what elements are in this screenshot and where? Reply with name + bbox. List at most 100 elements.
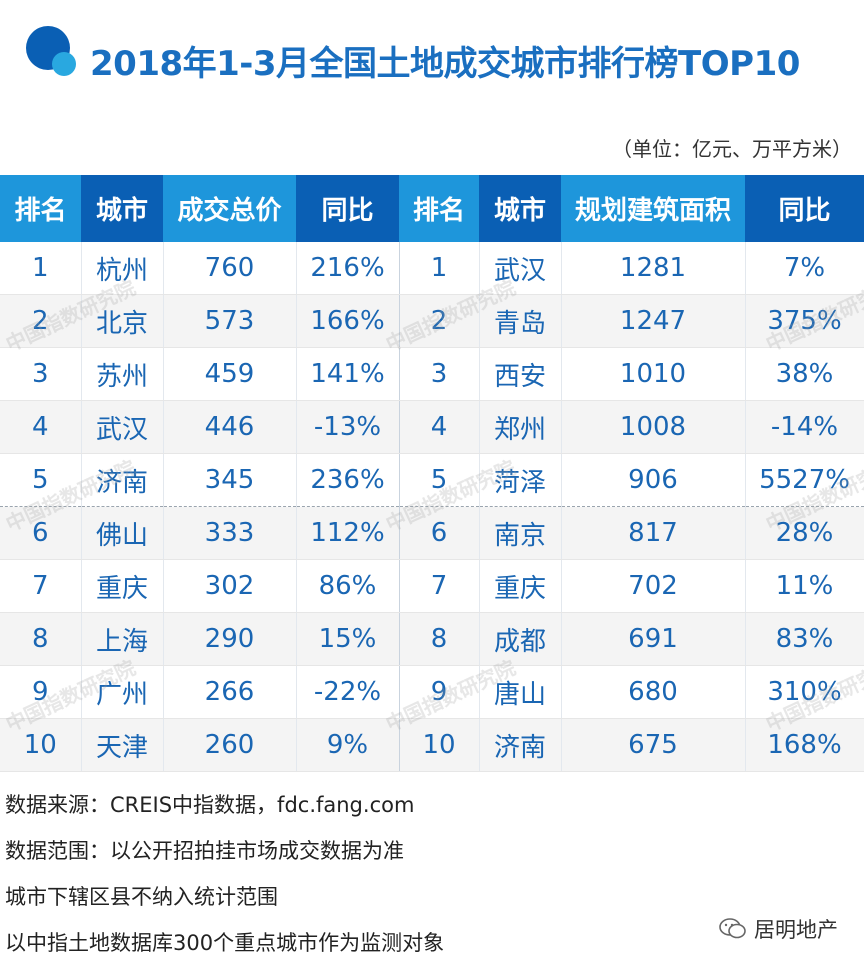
cell-rank-2: 10 xyxy=(399,718,480,772)
cell-total-price: 333 xyxy=(163,506,297,560)
cell-city: 重庆 xyxy=(81,559,164,613)
cell-total-price: 290 xyxy=(163,612,297,666)
cell-total-price: 260 xyxy=(163,718,297,772)
cell-city-2: 青岛 xyxy=(479,294,562,348)
cell-yoy: 15% xyxy=(296,612,400,666)
cell-total-price: 760 xyxy=(163,242,297,295)
cell-city: 苏州 xyxy=(81,347,164,401)
cell-city-2: 郑州 xyxy=(479,400,562,454)
cell-city: 上海 xyxy=(81,612,164,666)
cell-yoy-2: 7% xyxy=(745,242,864,295)
table-row: 2 北京 573 166% 2 青岛 1247 375% xyxy=(0,294,864,348)
wechat-account: 居明地产 xyxy=(718,914,838,944)
table-row: 4 武汉 446 -13% 4 郑州 1008 -14% xyxy=(0,400,864,454)
cell-rank-2: 2 xyxy=(399,294,480,348)
cell-yoy: 86% xyxy=(296,559,400,613)
cell-yoy-2: 310% xyxy=(745,665,864,719)
cell-rank: 9 xyxy=(0,665,82,719)
cell-rank: 2 xyxy=(0,294,82,348)
cell-floor-area: 675 xyxy=(561,718,746,772)
note-monitoring: 以中指土地数据库300个重点城市作为监测对象 xyxy=(5,931,445,955)
unit-note: （单位：亿元、万平方米） xyxy=(612,137,852,161)
header-floor-area: 规划建筑面积 xyxy=(561,175,745,242)
cell-rank-2: 6 xyxy=(399,506,480,560)
table-row: 9 广州 266 -22% 9 唐山 680 310% xyxy=(0,665,864,719)
cell-rank-2: 8 xyxy=(399,612,480,666)
cell-yoy: 112% xyxy=(296,506,400,560)
cell-yoy: 236% xyxy=(296,453,400,507)
header-rank: 排名 xyxy=(0,175,81,242)
cell-city: 济南 xyxy=(81,453,164,507)
cell-city-2: 重庆 xyxy=(479,559,562,613)
cell-yoy: -22% xyxy=(296,665,400,719)
note-source: 数据来源：CREIS中指数据，fdc.fang.com xyxy=(5,793,415,817)
cell-yoy: 9% xyxy=(296,718,400,772)
cell-rank: 8 xyxy=(0,612,82,666)
cell-total-price: 459 xyxy=(163,347,297,401)
cell-total-price: 446 xyxy=(163,400,297,454)
cell-city-2: 成都 xyxy=(479,612,562,666)
cell-yoy-2: 38% xyxy=(745,347,864,401)
page-title: 2018年1-3月全国土地成交城市排行榜TOP10 xyxy=(90,44,800,84)
cell-city-2: 菏泽 xyxy=(479,453,562,507)
cell-city: 天津 xyxy=(81,718,164,772)
cell-total-price: 266 xyxy=(163,665,297,719)
cell-floor-area: 702 xyxy=(561,559,746,613)
ranking-table: 排名 城市 成交总价 同比 排名 城市 规划建筑面积 同比 1 杭州 760 216%… xyxy=(0,175,864,772)
header-yoy-2: 同比 xyxy=(745,175,864,242)
cell-floor-area: 817 xyxy=(561,506,746,560)
table-row: 3 苏州 459 141% 3 西安 1010 38% xyxy=(0,347,864,401)
cell-total-price: 573 xyxy=(163,294,297,348)
cell-city-2: 南京 xyxy=(479,506,562,560)
cell-yoy-2: -14% xyxy=(745,400,864,454)
cell-floor-area: 680 xyxy=(561,665,746,719)
wechat-label: 居明地产 xyxy=(754,918,838,942)
cell-floor-area: 1247 xyxy=(561,294,746,348)
cell-city: 广州 xyxy=(81,665,164,719)
header-city: 城市 xyxy=(81,175,163,242)
cell-rank-2: 4 xyxy=(399,400,480,454)
cell-yoy-2: 11% xyxy=(745,559,864,613)
cell-rank-2: 9 xyxy=(399,665,480,719)
cell-total-price: 302 xyxy=(163,559,297,613)
header-yoy: 同比 xyxy=(296,175,399,242)
note-exclusion: 城市下辖区县不纳入统计范围 xyxy=(5,885,278,909)
cell-rank: 3 xyxy=(0,347,82,401)
table-row: 10 天津 260 9% 10 济南 675 168% xyxy=(0,718,864,772)
cell-rank: 6 xyxy=(0,506,82,560)
header: 2018年1-3月全国土地成交城市排行榜TOP10 xyxy=(0,0,864,120)
table-row: 7 重庆 302 86% 7 重庆 702 11% xyxy=(0,559,864,613)
cell-floor-area: 1008 xyxy=(561,400,746,454)
cell-city-2: 济南 xyxy=(479,718,562,772)
cell-rank-2: 7 xyxy=(399,559,480,613)
cell-rank: 1 xyxy=(0,242,82,295)
header-rank-2: 排名 xyxy=(399,175,479,242)
cell-rank: 4 xyxy=(0,400,82,454)
note-scope: 数据范围：以公开招拍挂市场成交数据为准 xyxy=(5,839,404,863)
cell-yoy: 216% xyxy=(296,242,400,295)
cell-floor-area: 906 xyxy=(561,453,746,507)
table-row: 8 上海 290 15% 8 成都 691 83% xyxy=(0,612,864,666)
cell-yoy-2: 28% xyxy=(745,506,864,560)
cell-rank-2: 3 xyxy=(399,347,480,401)
cell-yoy: -13% xyxy=(296,400,400,454)
cell-rank: 10 xyxy=(0,718,82,772)
cell-city-2: 武汉 xyxy=(479,242,562,295)
cell-city: 武汉 xyxy=(81,400,164,454)
cell-city-2: 唐山 xyxy=(479,665,562,719)
table-row: 5 济南 345 236% 5 菏泽 906 5527% xyxy=(0,453,864,507)
cell-yoy-2: 375% xyxy=(745,294,864,348)
cell-yoy-2: 5527% xyxy=(745,453,864,507)
cell-floor-area: 1281 xyxy=(561,242,746,295)
header-total-price: 成交总价 xyxy=(163,175,296,242)
table-header-row: 排名 城市 成交总价 同比 排名 城市 规划建筑面积 同比 xyxy=(0,175,864,242)
notes: 数据来源：CREIS中指数据，fdc.fang.com 数据范围：以公开招拍挂市… xyxy=(5,788,444,972)
table-row: 6 佛山 333 112% 6 南京 817 28% xyxy=(0,506,864,560)
cell-city: 北京 xyxy=(81,294,164,348)
cell-yoy-2: 83% xyxy=(745,612,864,666)
cell-rank: 5 xyxy=(0,453,82,507)
cell-yoy: 166% xyxy=(296,294,400,348)
cell-city-2: 西安 xyxy=(479,347,562,401)
table-row: 1 杭州 760 216% 1 武汉 1281 7% xyxy=(0,242,864,295)
cell-city: 杭州 xyxy=(81,242,164,295)
